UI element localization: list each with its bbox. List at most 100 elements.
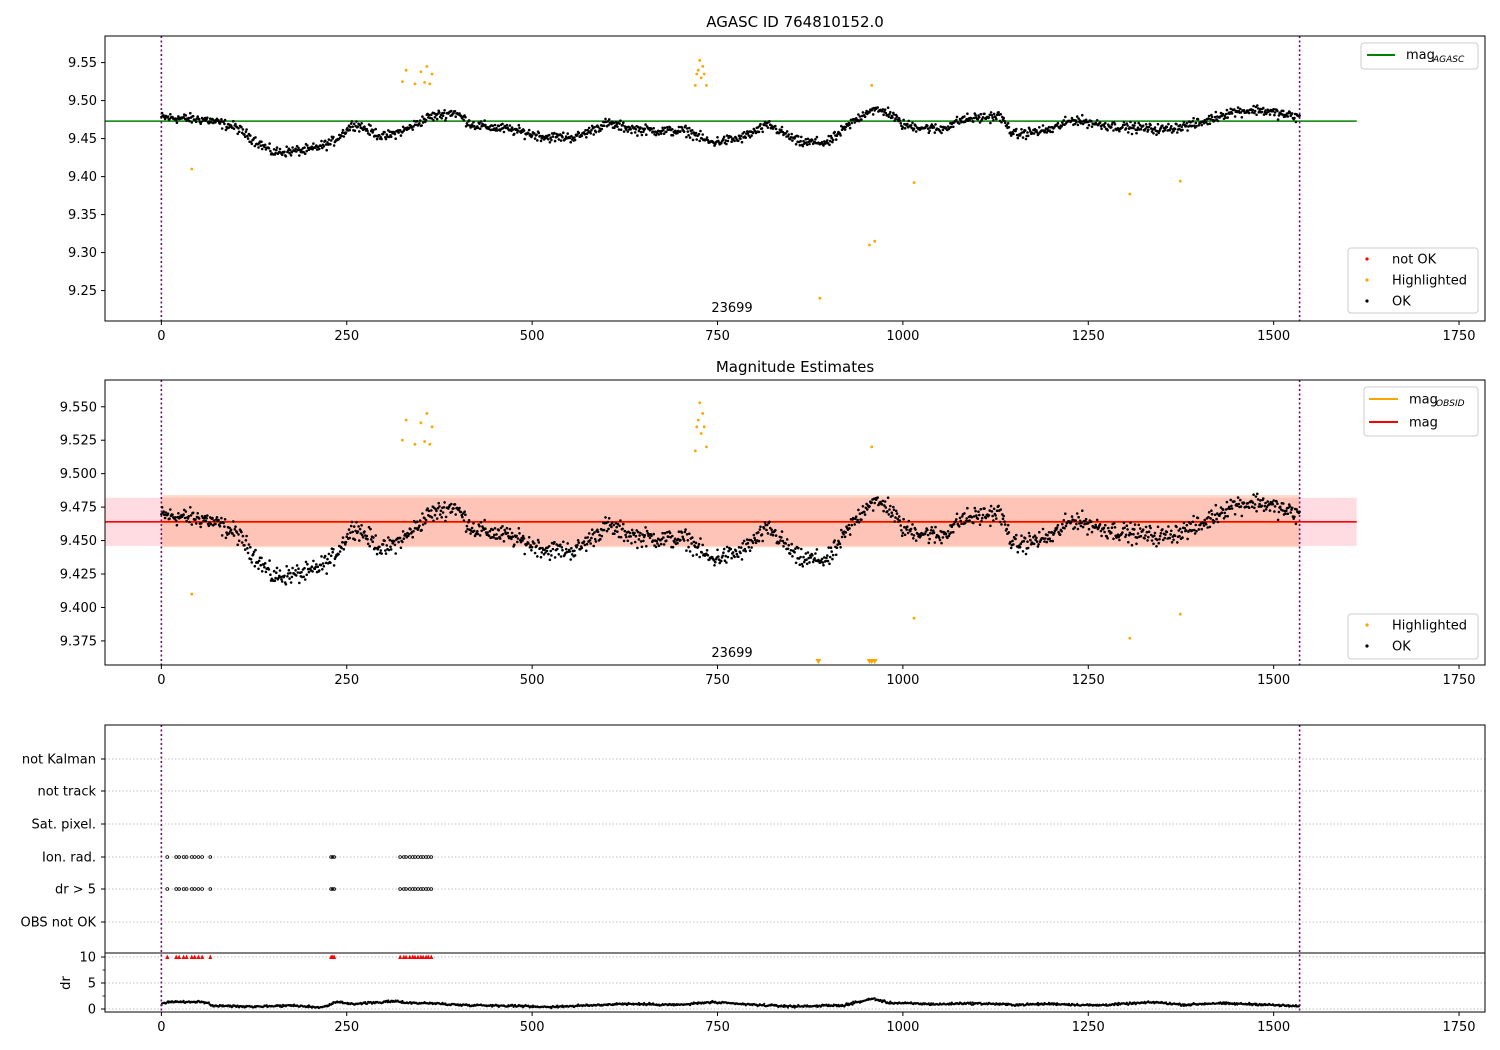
ok-point [759,525,762,529]
ok-point [1271,109,1275,113]
ok-point [976,118,980,121]
ok-point [1034,538,1037,542]
ok-point [1029,538,1032,542]
ok-point [1253,109,1257,113]
ok-point [423,517,426,520]
ok-point [326,557,329,561]
ok-point [243,548,247,551]
ok-point [1024,137,1028,141]
ok-point [912,537,915,540]
ok-point [685,549,688,552]
ok-point [1015,533,1018,537]
ok-point [1251,501,1255,504]
ok-point [491,528,495,532]
ok-point [1255,509,1258,513]
ok-point [1009,131,1012,134]
ok-point [1086,126,1089,130]
ok-point [277,576,280,580]
ok-point [853,121,856,124]
ok-point [501,532,505,536]
ok-point [352,122,356,126]
ok-point [1112,129,1115,132]
ok-point [848,126,852,130]
ok-point [1076,123,1080,127]
ok-point [488,529,492,533]
ok-point [320,555,323,558]
ok-point [420,124,423,127]
ok-point [651,539,655,542]
ok-point [527,542,530,545]
ok-point [1041,527,1045,531]
ok-point [637,129,641,133]
ok-point [790,542,793,546]
ok-point [1026,546,1030,550]
ok-point [1077,515,1080,519]
ok-point [688,136,692,139]
ok-point [346,126,349,130]
agasc-ytick-label: 9.40 [68,170,97,185]
ok-point [972,515,976,518]
ok-point [363,530,366,533]
ok-point [706,138,710,142]
ok-point [503,528,507,532]
ok-point [1159,532,1163,535]
ok-point [296,571,300,574]
ok-point [591,532,595,536]
ok-point [587,532,591,535]
ok-point [612,121,615,125]
ok-point [1103,530,1106,534]
ok-point [399,546,403,550]
ok-point [1184,529,1188,532]
highlighted-point [701,412,705,415]
flag-points [160,855,1301,1010]
highlighted-point [698,401,702,405]
dr-point [556,1004,559,1007]
ok-point [1104,121,1107,125]
ok-point [260,147,264,151]
ok-point [1144,534,1147,537]
ok-point [1253,503,1257,506]
ok-point [741,542,744,545]
highlighted-point [419,70,423,74]
ok-point [963,521,967,525]
ok-point [800,562,804,566]
ok-point [1003,520,1006,523]
ok-point [926,533,930,537]
ok-point [1138,527,1142,530]
ok-point [876,106,879,109]
ok-point [617,128,621,131]
ok-point [676,541,679,545]
flag-point [200,887,204,891]
ok-point [498,537,502,540]
ok-point [289,571,292,575]
ok-point [393,132,397,136]
ok-point [1239,107,1242,111]
flag-point [398,887,402,891]
highlighted-point [428,82,432,86]
ok-point [671,534,674,538]
ok-point [763,521,767,524]
flag-point [196,887,201,891]
ok-point [799,555,802,559]
ok-point [1224,515,1227,518]
ok-point [919,534,922,538]
ok-point [835,546,839,549]
agasc-legend-item: OK [1392,295,1411,310]
ok-point [1110,531,1113,534]
ok-point [630,528,634,532]
ok-point [1074,519,1077,522]
ok-point [376,547,380,551]
ok-point [1250,111,1254,114]
ok-point [550,554,553,557]
ok-point [318,569,321,572]
ok-point [374,127,378,131]
ok-point [224,128,228,132]
ok-point [1036,545,1040,548]
ok-point [1209,517,1212,520]
ok-point [322,145,326,148]
ok-point [960,522,963,526]
ok-point [854,515,858,518]
ok-point [1228,507,1232,511]
ok-point [416,528,420,531]
ok-point [1240,116,1244,119]
